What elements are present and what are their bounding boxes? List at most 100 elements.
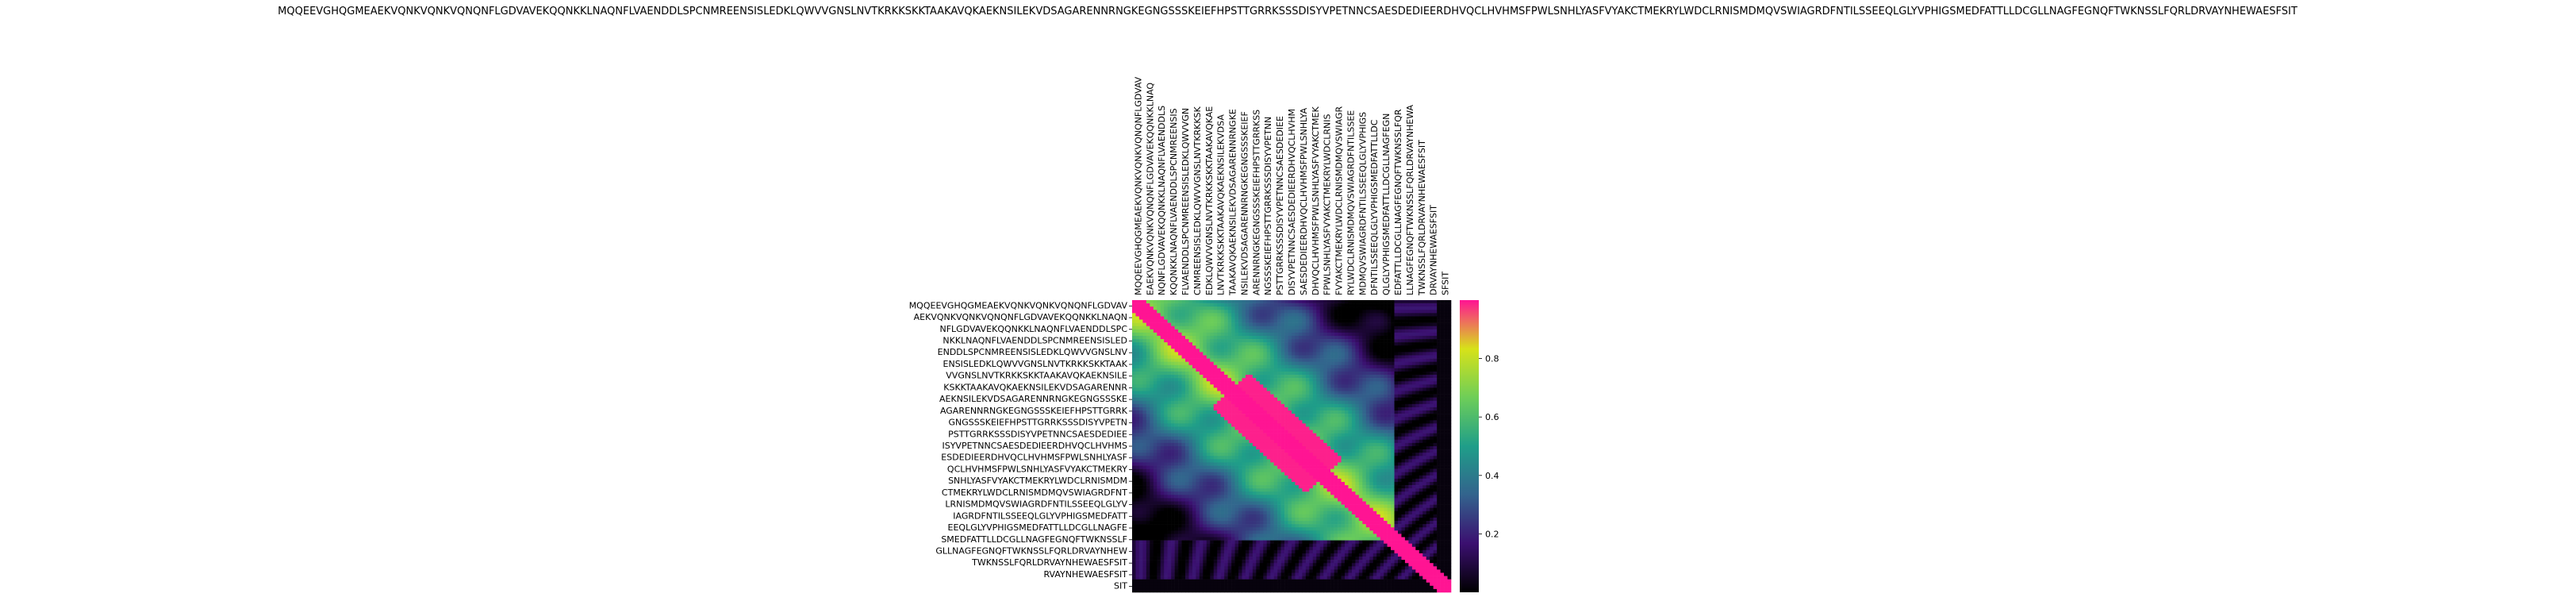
heatmap-cell [1284, 310, 1288, 314]
heatmap-cell [1338, 306, 1342, 310]
heatmap-cell [1288, 329, 1292, 333]
heatmap-cell [1309, 462, 1314, 466]
heatmap-cell [1398, 462, 1402, 466]
heatmap-cell [1358, 352, 1363, 356]
heatmap-cell [1326, 446, 1331, 450]
heatmap-cell [1245, 397, 1250, 402]
heatmap-cell [1280, 436, 1285, 441]
heatmap-cell [1316, 387, 1321, 391]
heatmap-cell [1142, 375, 1147, 379]
heatmap-cell [1280, 332, 1285, 337]
heatmap-cell [1430, 329, 1434, 333]
heatmap-cell [1348, 423, 1353, 427]
heatmap-cell [1213, 394, 1218, 398]
heatmap-cell [1188, 361, 1193, 366]
heatmap-cell [1224, 468, 1228, 473]
heatmap-cell [1277, 368, 1281, 372]
heatmap-cell [1242, 439, 1246, 444]
heatmap-cell [1292, 475, 1296, 480]
heatmap-cell [1401, 420, 1406, 424]
heatmap-cell [1292, 358, 1296, 362]
heatmap-cell [1234, 449, 1239, 453]
heatmap-cell [1387, 420, 1392, 424]
heatmap-cell [1238, 329, 1242, 333]
heatmap-cell [1430, 446, 1434, 450]
heatmap-cell [1224, 322, 1228, 327]
heatmap-cell [1220, 384, 1225, 388]
heatmap-cell [1437, 417, 1441, 421]
heatmap-cell [1217, 329, 1221, 333]
heatmap-cell [1138, 423, 1143, 427]
heatmap-cell [1437, 407, 1441, 411]
heatmap-cell [1319, 403, 1324, 408]
heatmap-cell [1178, 465, 1182, 469]
heatmap-cell [1146, 342, 1150, 346]
heatmap-cell [1157, 472, 1161, 476]
heatmap-cell [1292, 306, 1296, 310]
heatmap-cell [1295, 423, 1300, 427]
heatmap-cell [1316, 442, 1321, 447]
heatmap-cell [1302, 420, 1307, 424]
heatmap-cell [1387, 442, 1392, 447]
heatmap-cell [1312, 453, 1317, 457]
heatmap-cell [1411, 303, 1416, 307]
heatmap-cell [1132, 358, 1136, 362]
heatmap-cell [1330, 361, 1334, 366]
heatmap-cell [1433, 303, 1438, 307]
heatmap-cell [1401, 345, 1406, 349]
heatmap-cell [1387, 449, 1392, 453]
heatmap-cell [1380, 355, 1384, 359]
heatmap-cell [1312, 449, 1317, 453]
heatmap-cell [1380, 378, 1384, 382]
heatmap-cell [1447, 355, 1452, 359]
heatmap-cell [1181, 342, 1186, 346]
heatmap-cell [1348, 368, 1353, 372]
heatmap-cell [1132, 378, 1136, 382]
heatmap-cell [1292, 381, 1296, 385]
heatmap-cell [1426, 326, 1430, 330]
heatmap-cell [1273, 456, 1278, 460]
heatmap-cell [1167, 358, 1172, 362]
heatmap-cell [1380, 335, 1384, 340]
heatmap-cell [1259, 442, 1264, 447]
heatmap-cell [1372, 414, 1377, 418]
heatmap-cell [1302, 439, 1307, 444]
heatmap-cell [1178, 442, 1182, 447]
heatmap-cell [1348, 378, 1353, 382]
heatmap-cell [1288, 322, 1292, 327]
heatmap-cell [1157, 436, 1161, 441]
heatmap-cell [1206, 355, 1211, 359]
heatmap-cell [1270, 345, 1274, 349]
heatmap-cell [1270, 475, 1274, 480]
heatmap-cell [1447, 310, 1452, 314]
heatmap-cell [1312, 394, 1317, 398]
heatmap-cell [1280, 335, 1285, 340]
heatmap-cell [1231, 345, 1235, 349]
heatmap-cell [1171, 329, 1175, 333]
heatmap-cell [1302, 387, 1307, 391]
heatmap-cell [1323, 414, 1327, 418]
heatmap-cell [1227, 339, 1232, 343]
heatmap-cell [1206, 310, 1211, 314]
heatmap-cell [1234, 423, 1239, 427]
heatmap-cell [1362, 394, 1367, 398]
heatmap-cell [1323, 453, 1327, 457]
heatmap-cell [1404, 384, 1409, 388]
heatmap-cell [1217, 342, 1221, 346]
heatmap-cell [1164, 462, 1168, 466]
heatmap-cell [1422, 352, 1427, 356]
heatmap-cell [1341, 326, 1346, 330]
heatmap-cell [1132, 410, 1136, 414]
heatmap-cell [1150, 410, 1154, 414]
heatmap-cell [1188, 430, 1193, 434]
heatmap-cell [1288, 342, 1292, 346]
heatmap-cell [1372, 400, 1377, 405]
heatmap-cell [1408, 371, 1413, 376]
heatmap-cell [1376, 433, 1380, 437]
heatmap-cell [1355, 433, 1360, 437]
heatmap-cell [1217, 465, 1221, 469]
heatmap-cell [1150, 456, 1154, 460]
heatmap-cell [1245, 339, 1250, 343]
heatmap-cell [1270, 446, 1274, 450]
heatmap-cell [1398, 364, 1402, 369]
